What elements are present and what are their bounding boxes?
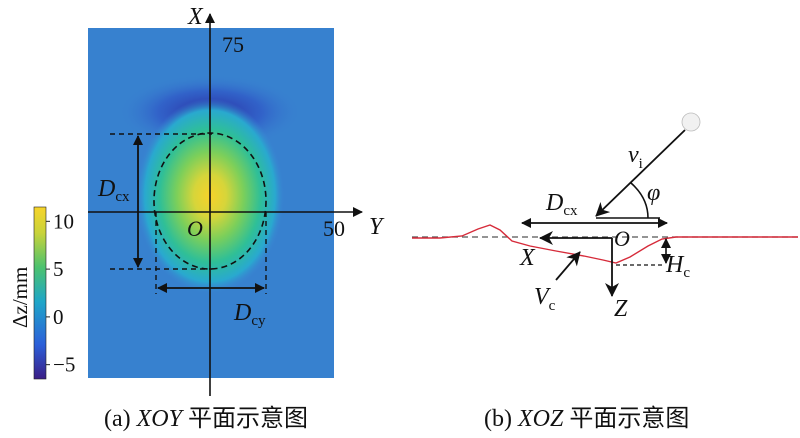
vc-label: Vc — [534, 284, 556, 314]
dcx-b-label-main: D — [545, 190, 563, 216]
origin-b-label: O — [614, 226, 630, 251]
vc-label-main: V — [534, 284, 551, 310]
impactor-ball — [681, 112, 701, 132]
caption-b-prefix: (b) — [484, 406, 518, 432]
hc-label-main: H — [665, 252, 685, 278]
dcy-label-sub: cy — [251, 313, 266, 329]
crater-outline — [153, 132, 267, 270]
caption-a-plane: XOY — [136, 406, 182, 432]
colorbar-tick-label: 5 — [53, 257, 64, 281]
vi-arrow — [595, 129, 686, 217]
hc-label: Hc — [665, 252, 690, 281]
colorbar-tick-label: −5 — [53, 353, 75, 377]
vc-label-sub: c — [549, 298, 556, 314]
axis-y-label: Y — [369, 214, 385, 240]
dcx-label-main: D — [97, 176, 115, 202]
caption-a-suffix: 平面示意图 — [181, 406, 308, 432]
caption-b: (b) XOZ 平面示意图 — [484, 398, 689, 433]
surface-profile — [412, 224, 798, 264]
caption-b-plane: XOZ — [517, 406, 564, 432]
dcx-label: Dcx — [97, 176, 130, 205]
vi-label-main: v — [628, 142, 639, 168]
origin-label: O — [187, 216, 203, 241]
dcx-label-sub: cx — [115, 189, 130, 205]
colorbar-scale — [33, 206, 47, 380]
phi-label: φ — [647, 180, 660, 206]
dcx-b-label: Dcx — [545, 190, 578, 219]
colorbar-label: Δz/mm — [8, 267, 32, 328]
dcy-label: Dcy — [233, 300, 266, 329]
tick-y-50: 50 — [323, 216, 345, 241]
tick-x-75: 75 — [222, 32, 244, 57]
vc-arrow — [555, 251, 581, 281]
panel-b: vi φ Dcx O X Z Hc Vc — [412, 112, 798, 322]
dcx-b-label-sub: cx — [563, 203, 578, 219]
colorbar-tick-label: 10 — [53, 209, 74, 233]
x-label-b: X — [519, 245, 536, 271]
caption-a-prefix: (a) — [104, 406, 137, 432]
vi-label-sub: i — [639, 156, 643, 172]
colorbar-tick-label: 0 — [53, 305, 64, 329]
z-label-b: Z — [614, 296, 628, 322]
vi-label: vi — [628, 142, 643, 172]
axis-x-label: X — [187, 4, 204, 30]
hc-label-sub: c — [683, 265, 690, 281]
colorbar: 10 5 0 −5 Δz/mm — [8, 206, 75, 380]
phi-arc — [630, 182, 649, 219]
caption-a: (a) XOY 平面示意图 — [104, 398, 308, 433]
dcy-label-main: D — [233, 300, 251, 326]
caption-b-suffix: 平面示意图 — [563, 406, 690, 432]
